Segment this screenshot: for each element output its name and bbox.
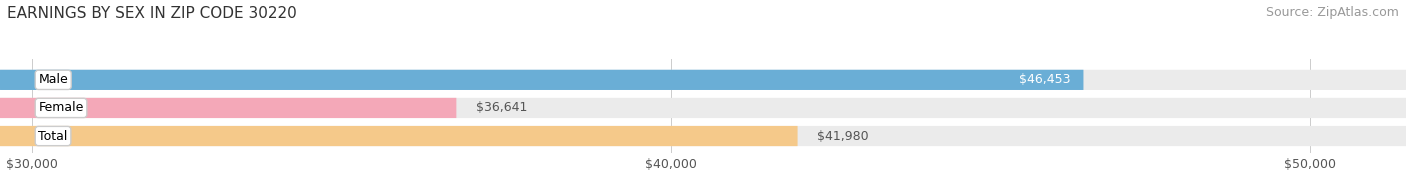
- Text: $36,641: $36,641: [475, 102, 527, 114]
- Text: Source: ZipAtlas.com: Source: ZipAtlas.com: [1265, 6, 1399, 19]
- Text: Male: Male: [38, 73, 67, 86]
- FancyBboxPatch shape: [0, 98, 457, 118]
- Text: EARNINGS BY SEX IN ZIP CODE 30220: EARNINGS BY SEX IN ZIP CODE 30220: [7, 6, 297, 21]
- Text: $46,453: $46,453: [1019, 73, 1070, 86]
- Text: Female: Female: [38, 102, 84, 114]
- Text: Total: Total: [38, 130, 67, 142]
- FancyBboxPatch shape: [0, 98, 1406, 118]
- FancyBboxPatch shape: [0, 70, 1084, 90]
- FancyBboxPatch shape: [0, 126, 797, 146]
- Text: $41,980: $41,980: [817, 130, 869, 142]
- FancyBboxPatch shape: [0, 126, 1406, 146]
- FancyBboxPatch shape: [0, 70, 1406, 90]
